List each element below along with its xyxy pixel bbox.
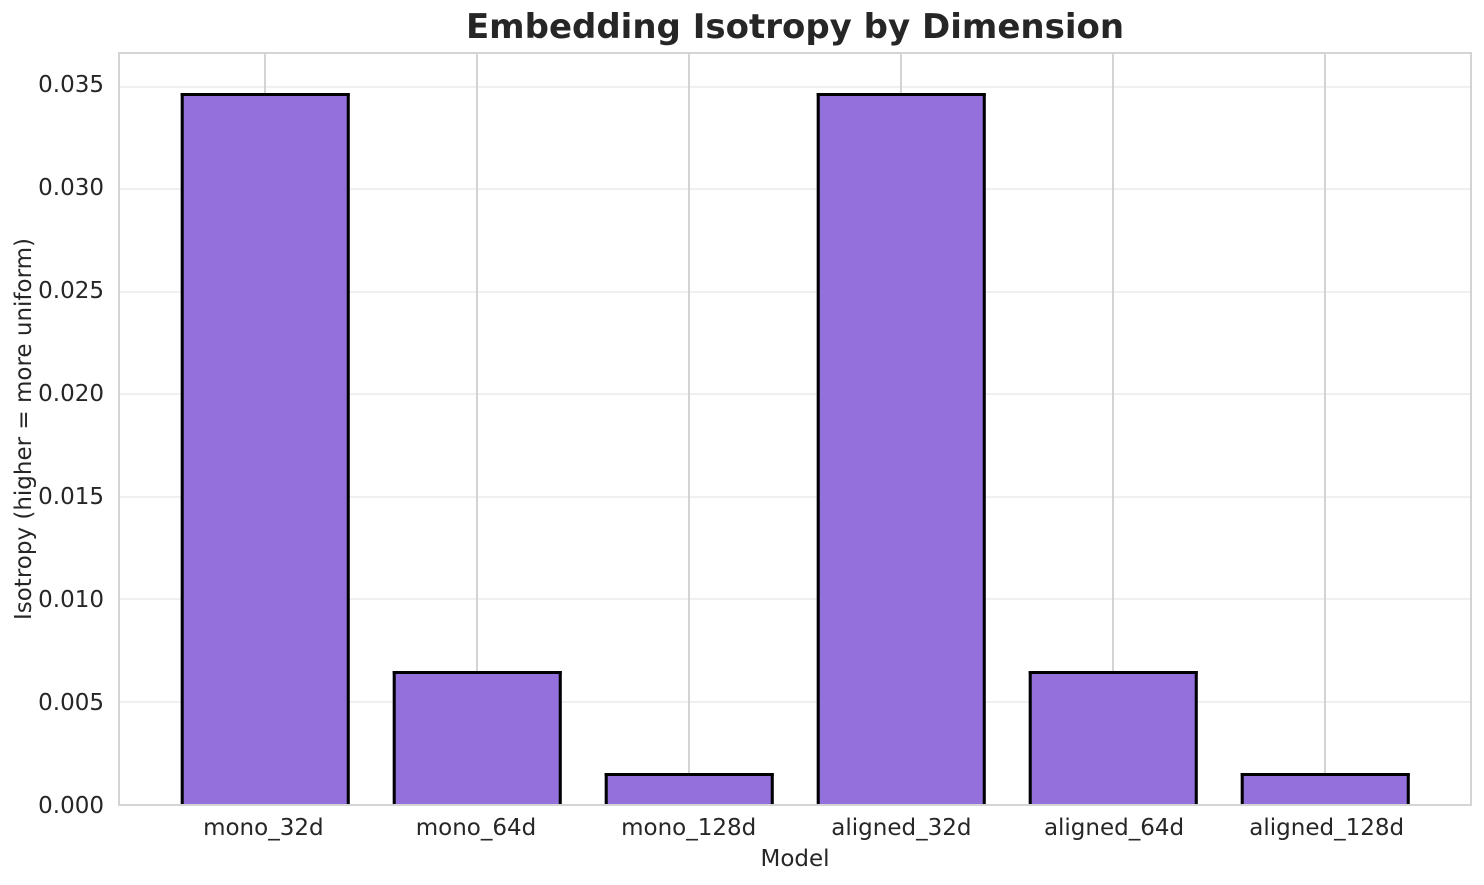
bar-column [159, 54, 371, 804]
chart-title: Embedding Isotropy by Dimension [465, 7, 1125, 47]
y-axis-ticks: 0.000 0.005 0.010 0.015 0.020 0.025 0.030 0.035 [0, 52, 104, 819]
bar-column [1219, 54, 1431, 804]
bar-mono_64d [392, 670, 562, 804]
bar-aligned_64d [1028, 670, 1198, 804]
y-tick-label: 0.015 [38, 483, 104, 510]
y-tick-label: 0.010 [38, 587, 104, 613]
bar-column [583, 54, 795, 804]
x-axis-ticks: mono_32d mono_64d mono_128d aligned_32d alig… [157, 812, 1433, 844]
y-tick-label: 0.035 [38, 71, 104, 98]
bar-mono_32d [180, 92, 350, 804]
horizontal-gridlines [120, 54, 1470, 804]
x-tick-label: mono_64d [415, 815, 537, 841]
h-gridline [120, 495, 1470, 498]
x-tick-label: mono_32d [203, 815, 324, 841]
h-gridline [120, 85, 1470, 88]
h-gridline [120, 700, 1470, 703]
y-tick-label: 0.000 [38, 793, 104, 819]
h-gridline [120, 188, 1470, 191]
plot-area [118, 52, 1472, 806]
y-tick-label: 0.030 [38, 174, 104, 201]
x-tick-label: mono_128d [621, 815, 757, 841]
x-tick-label: aligned_128d [1249, 815, 1405, 841]
bar-aligned_128d [1240, 773, 1410, 804]
v-gridline [1324, 54, 1326, 804]
v-gridline [476, 54, 478, 804]
y-tick-label: 0.005 [38, 690, 104, 716]
bar-column [371, 54, 583, 804]
h-gridline [120, 290, 1470, 293]
bar-mono_128d [604, 773, 774, 804]
y-tick-label: 0.020 [38, 380, 104, 407]
h-gridline [120, 598, 1470, 601]
x-tick-label: aligned_32d [831, 815, 972, 841]
bar-aligned_32d [816, 92, 986, 804]
bar-column [1007, 54, 1219, 804]
h-gridline [120, 393, 1470, 396]
bar-column [795, 54, 1007, 804]
x-tick-label: aligned_64d [1043, 815, 1185, 841]
bar-columns [159, 54, 1431, 804]
x-axis-label: Model [760, 846, 830, 872]
v-gridline [1112, 54, 1114, 804]
v-gridline [688, 54, 690, 804]
y-tick-label: 0.025 [38, 277, 104, 304]
